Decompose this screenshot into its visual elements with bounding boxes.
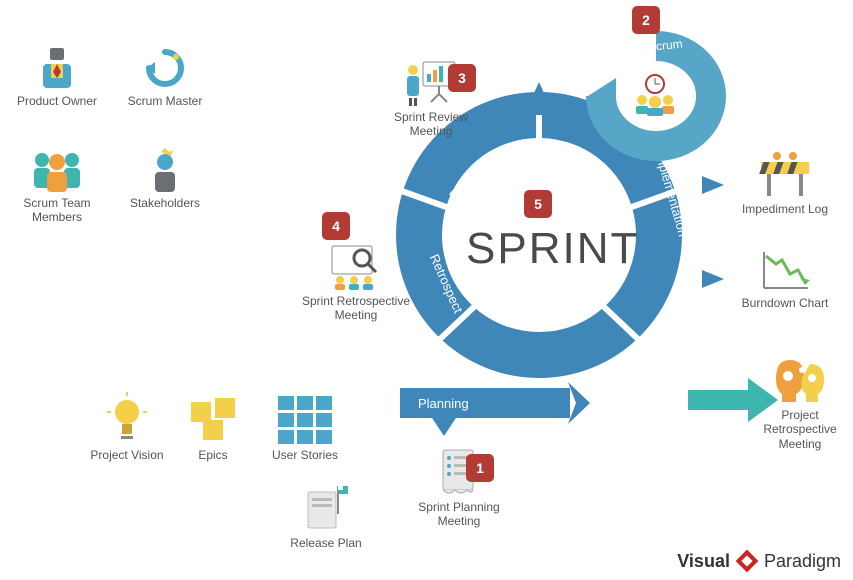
cycle-arrows-icon: [143, 46, 187, 90]
badge-center: 5: [524, 190, 552, 218]
logo-word-a: Visual: [677, 551, 730, 572]
stakeholder-icon: [143, 148, 187, 192]
label: Impediment Log: [742, 202, 828, 216]
label: Burndown Chart: [742, 296, 829, 310]
badge-retro: 4: [322, 212, 350, 240]
flag-doc-icon: [302, 484, 350, 532]
role-stakeholders: Stakeholders: [120, 148, 210, 210]
person-bust-icon: [37, 46, 77, 90]
logo-diamond-icon: [736, 550, 758, 572]
sprint-title: SPRINT: [466, 224, 639, 274]
label: Scrum Team Members: [23, 196, 90, 224]
planning-down-arrow: [432, 418, 456, 438]
label: Release Plan: [290, 536, 361, 550]
sticky-notes-icon: [189, 396, 237, 444]
label: Stakeholders: [130, 196, 200, 210]
magnify-board-icon: [328, 242, 384, 290]
barricade-icon: [759, 158, 811, 198]
role-product-owner: Product Owner: [12, 46, 102, 108]
burndown-chart-icon: [760, 250, 810, 292]
team-icon: [30, 148, 84, 192]
badge-review: 3: [448, 64, 476, 92]
label: Epics: [198, 448, 227, 462]
role-team-members: Scrum Team Members: [12, 148, 102, 225]
event-project-retro: Project Retrospective Meeting: [750, 356, 850, 451]
artifact-epics: Epics: [178, 396, 248, 462]
event-sprint-retro: Sprint Retrospective Meeting: [296, 242, 416, 323]
event-burndown: Burndown Chart: [730, 250, 840, 310]
label: Scrum Master: [128, 94, 203, 108]
team-clock-icon: [630, 74, 680, 114]
story-grid-icon: [278, 396, 332, 444]
role-scrum-master: Scrum Master: [120, 46, 210, 108]
artifact-release-plan: Release Plan: [276, 484, 376, 550]
out-arrow-2: [702, 270, 724, 288]
planning-bar: Planning: [400, 388, 570, 418]
badge-planning: 1: [466, 454, 494, 482]
label: Project Retrospective Meeting: [763, 408, 836, 451]
artifact-user-stories: User Stories: [260, 396, 350, 462]
label: User Stories: [272, 448, 338, 462]
label: Product Owner: [17, 94, 97, 108]
badge-daily: 2: [632, 6, 660, 34]
label: Project Vision: [90, 448, 163, 462]
event-impediment-log: Impediment Log: [730, 158, 840, 216]
event-sprint-planning: Sprint Planning Meeting: [404, 448, 514, 529]
out-arrow-1: [702, 176, 724, 194]
label: Sprint Retrospective Meeting: [302, 294, 410, 322]
planning-arrowhead: [568, 382, 594, 424]
daily-scrum-team-icon: [620, 74, 690, 118]
heads-gears-icon: [772, 356, 828, 404]
label: Sprint Planning Meeting: [418, 500, 499, 528]
lightbulb-icon: [107, 396, 147, 444]
label: Sprint Review Meeting: [394, 110, 468, 138]
logo-word-b: Paradigm: [764, 551, 841, 572]
artifact-project-vision: Project Vision: [82, 396, 172, 462]
seg-planning: Planning: [418, 396, 469, 411]
brand-logo: Visual Paradigm: [677, 550, 841, 572]
